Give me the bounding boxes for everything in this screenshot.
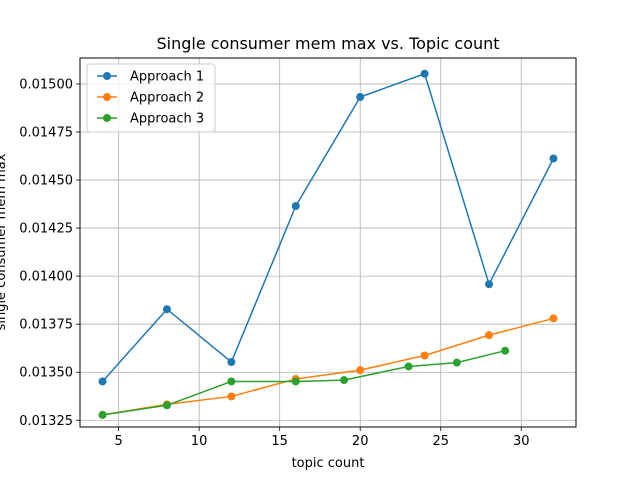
y-tick-label: 0.01475 <box>19 125 73 140</box>
data-point <box>404 362 413 371</box>
x-tick-label: 10 <box>191 434 208 449</box>
x-tick-label: 25 <box>432 434 449 449</box>
legend-marker <box>103 114 111 122</box>
data-point <box>420 351 429 360</box>
legend-entry: Approach 3 <box>97 112 204 127</box>
y-tick-label: 0.01450 <box>19 174 73 189</box>
data-point <box>340 376 349 385</box>
data-point <box>485 280 494 289</box>
y-tick-label: 0.01500 <box>19 77 73 92</box>
data-point <box>501 346 510 355</box>
data-point <box>162 305 171 314</box>
series-line <box>102 317 554 416</box>
data-point <box>356 366 365 375</box>
axis-ticks: 5 10 15 20 25 30 0.01325 0.01350 0.01375 0.01400 0… <box>19 77 529 449</box>
series-3 <box>98 346 510 419</box>
legend-box <box>86 63 216 133</box>
x-tick-label: 30 <box>513 434 530 449</box>
y-axis-title: single consumer mem max <box>0 153 9 330</box>
data-point <box>549 154 558 163</box>
x-tick-label: 20 <box>352 434 369 449</box>
legend-marker <box>103 93 111 101</box>
x-tick-label: 15 <box>271 434 288 449</box>
y-tick-label: 0.01350 <box>19 366 73 381</box>
data-point <box>420 69 429 78</box>
y-tick-label: 0.01325 <box>19 414 73 429</box>
legend-marker <box>103 72 111 80</box>
legend-entry: Approach 1 <box>97 70 204 85</box>
legend-label: Approach 3 <box>130 112 204 127</box>
y-tick-label: 0.01425 <box>19 222 73 237</box>
data-point <box>98 377 107 386</box>
series-1 <box>98 69 558 386</box>
data-point <box>485 331 494 340</box>
plot-area-frame <box>79 57 577 428</box>
legend-entry: Approach 2 <box>97 91 204 106</box>
y-tick-label: 0.01400 <box>19 270 73 285</box>
data-point <box>291 377 300 386</box>
data-point <box>227 358 236 367</box>
data-point <box>549 314 558 323</box>
legend: Approach 1 Approach 2 Approach 3 <box>86 63 216 133</box>
series-line <box>102 349 506 416</box>
data-point <box>452 358 461 367</box>
data-point <box>162 401 171 410</box>
series-layer <box>98 69 558 419</box>
legend-label: Approach 1 <box>130 70 204 85</box>
y-tick-label: 0.01375 <box>19 318 73 333</box>
data-point <box>98 410 107 419</box>
chart-title: Single consumer mem max vs. Topic count <box>156 34 499 53</box>
series-line <box>101 73 555 382</box>
data-point <box>356 93 365 102</box>
data-point <box>291 201 300 210</box>
data-point <box>227 377 236 386</box>
legend-label: Approach 2 <box>130 91 204 106</box>
data-point <box>227 392 236 401</box>
x-axis-title: topic count <box>292 456 365 471</box>
x-tick-label: 5 <box>115 434 123 449</box>
